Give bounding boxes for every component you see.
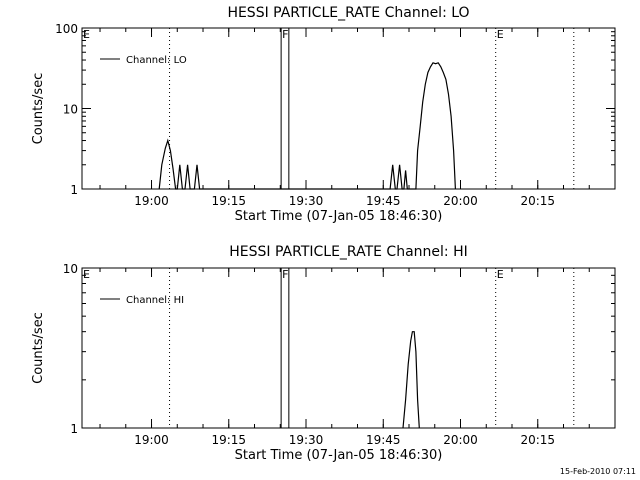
chart-panel-1: HESSI PARTICLE_RATE Channel: HI 1 10 19:00 1…	[31, 244, 636, 476]
x-tick-label: 19:30	[289, 194, 324, 208]
legend-label: Channel: HI	[126, 295, 184, 306]
chart-panel-0: HESSI PARTICLE_RATE Channel: LO 1 10 100 19:…	[31, 5, 616, 224]
x-tick-label: 19:00	[134, 194, 169, 208]
flag-label: E	[83, 28, 90, 41]
x-tick-label: 20:00	[443, 194, 478, 208]
y-axis-label: Counts/sec	[31, 73, 46, 145]
y-tick-label: 100	[55, 22, 78, 36]
x-tick-label: 20:15	[520, 433, 555, 447]
x-tick-label: 19:15	[211, 433, 246, 447]
y-tick-label: 1	[70, 183, 78, 197]
flag-label: F	[282, 268, 288, 281]
legend-label: Channel: LO	[126, 55, 187, 66]
x-tick-label: 19:45	[366, 194, 401, 208]
timestamp: 15-Feb-2010 07:11	[560, 467, 636, 476]
y-tick-label: 10	[63, 103, 78, 117]
y-tick-label: 10	[63, 262, 78, 276]
chart-title: HESSI PARTICLE_RATE Channel: LO	[227, 5, 469, 21]
y-tick-label: 1	[70, 422, 78, 436]
plot-frame	[81, 267, 616, 429]
legend: Channel: HI	[100, 295, 184, 306]
x-tick-label: 20:15	[520, 194, 555, 208]
flag-label: E	[497, 28, 504, 41]
series-line-0	[402, 331, 420, 429]
x-tick-label: 19:30	[289, 433, 324, 447]
x-axis-label: Start Time (07-Jan-05 18:46:30)	[235, 448, 443, 463]
x-tick-label: 19:15	[211, 194, 246, 208]
flag-label: E	[83, 268, 90, 281]
x-tick-label: 19:00	[134, 433, 169, 447]
flag-label: F	[282, 28, 288, 41]
chart-title: HESSI PARTICLE_RATE Channel: HI	[229, 244, 467, 260]
series-line-0	[158, 62, 456, 190]
x-tick-label: 20:00	[443, 433, 478, 447]
x-tick-label: 19:45	[366, 433, 401, 447]
legend: Channel: LO	[100, 55, 187, 66]
x-axis-label: Start Time (07-Jan-05 18:46:30)	[235, 209, 443, 224]
y-axis-label: Counts/sec	[31, 312, 46, 384]
flag-label: E	[497, 268, 504, 281]
